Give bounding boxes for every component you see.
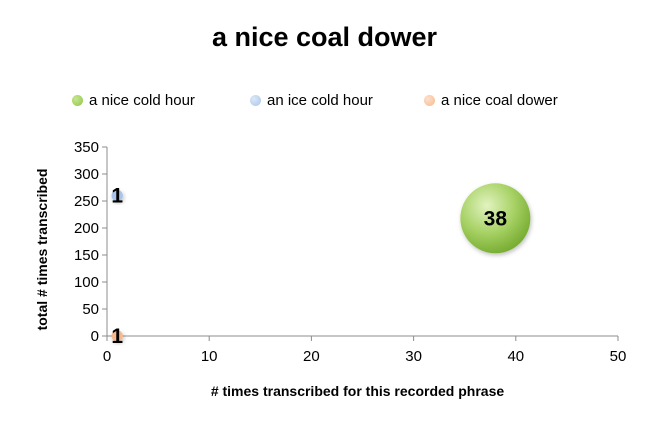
legend-item-a-nice-coal-dower: a nice coal dower (424, 92, 558, 109)
x-tick-label: 30 (405, 348, 422, 365)
legend-marker-icon (250, 95, 261, 106)
chart-title: a nice coal dower (211, 22, 438, 52)
legend-marker-icon (424, 95, 435, 106)
y-tick-label: 250 (74, 193, 99, 210)
x-axis-label: # times transcribed for this recorded ph… (211, 383, 505, 399)
chart-legend: a nice cold hour an ice cold hour a nice… (72, 92, 632, 112)
y-tick-label: 100 (74, 274, 99, 291)
bubble-point (111, 189, 123, 202)
bubble-data-label: 1 (111, 325, 123, 348)
legend-label: an ice cold hour (267, 92, 373, 109)
legend-item-a-nice-cold-hour: a nice cold hour (72, 92, 195, 109)
x-tick-label: 50 (610, 348, 627, 365)
y-axis-label: total # times transcribed (34, 169, 50, 331)
y-tick-label: 200 (74, 220, 99, 237)
legend-label: a nice cold hour (89, 92, 195, 109)
x-tick-label: 10 (201, 348, 218, 365)
y-tick-label: 150 (74, 247, 99, 264)
y-tick-label: 300 (74, 166, 99, 183)
y-tick-label: 350 (74, 139, 99, 156)
bubble-data-label: 38 (484, 207, 508, 230)
y-tick-label: 0 (91, 328, 99, 345)
legend-label: a nice coal dower (441, 92, 558, 109)
x-tick-label: 0 (103, 348, 111, 365)
x-tick-label: 40 (507, 348, 524, 365)
legend-item-an-ice-cold-hour: an ice cold hour (250, 92, 373, 109)
y-tick-label: 50 (82, 301, 99, 318)
x-tick-label: 20 (303, 348, 320, 365)
bubble-data-label: 1 (111, 185, 123, 208)
bubble-point (111, 330, 123, 342)
bubble-point (460, 183, 531, 254)
legend-marker-icon (72, 95, 83, 106)
